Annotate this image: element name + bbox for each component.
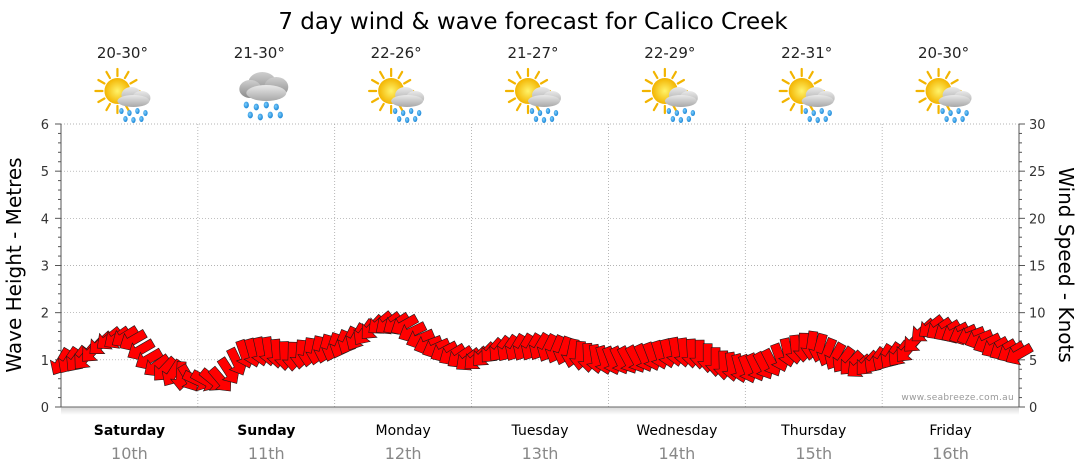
weather-icons [94, 67, 972, 123]
right-tick-label: 0 [1029, 401, 1037, 416]
day-name-label: Friday [929, 423, 971, 439]
partly-cloudy-showers-icon [504, 67, 561, 123]
temperature-labels: 20-30° 21-30° 22-26° 21-27° 22-29° 22-31° 20-3… [97, 44, 969, 62]
right-tick-label: 10 [1029, 307, 1046, 322]
watermark: www.seabreeze.com.au [901, 393, 1014, 403]
right-y-axis: 0 5 10 15 20 25 30 [1018, 118, 1046, 416]
temperature-range-label: 22-29° [644, 44, 695, 62]
left-tick-label: 5 [41, 165, 49, 180]
partly-cloudy-showers-icon [778, 67, 835, 123]
left-tick-label: 4 [41, 212, 49, 227]
temperature-range-label: 21-30° [234, 44, 285, 62]
temperature-range-label: 20-30° [918, 44, 969, 62]
partly-cloudy-showers-icon [915, 67, 972, 123]
right-tick-label: 20 [1029, 212, 1046, 227]
right-tick-label: 25 [1029, 165, 1046, 180]
day-date-label: 14th [658, 444, 695, 463]
day-date-label: 10th [111, 444, 148, 463]
chart-title: 7 day wind & wave forecast for Calico Cr… [278, 9, 788, 35]
day-name-label: Saturday [94, 423, 165, 439]
left-tick-label: 1 [41, 354, 49, 369]
right-tick-label: 30 [1029, 118, 1046, 133]
temperature-range-label: 22-31° [781, 44, 832, 62]
wind-arrow [1005, 342, 1034, 366]
right-axis-label: Wind Speed - Knots [1054, 167, 1078, 363]
left-y-axis: 0 1 2 3 4 5 6 [41, 118, 62, 416]
day-date-label: 13th [522, 444, 559, 463]
day-name-label: Thursday [780, 423, 846, 439]
partly-cloudy-showers-icon [368, 67, 425, 123]
left-tick-label: 6 [41, 118, 49, 133]
day-name-label: Monday [376, 423, 431, 439]
right-tick-label: 15 [1029, 260, 1046, 275]
left-tick-label: 2 [41, 307, 49, 322]
day-name-label: Wednesday [636, 423, 717, 439]
temperature-range-label: 21-27° [507, 44, 558, 62]
temperature-range-label: 22-26° [371, 44, 422, 62]
left-axis-label: Wave Height - Metres [2, 157, 26, 372]
day-date-label: 12th [385, 444, 422, 463]
temperature-range-label: 20-30° [97, 44, 148, 62]
day-date-label: 16th [932, 444, 969, 463]
day-date-label: 11th [248, 444, 285, 463]
day-name-label: Sunday [237, 423, 295, 439]
left-tick-label: 0 [41, 401, 49, 416]
rain-cloud-icon [239, 72, 289, 121]
wind-arrow-series [49, 310, 1034, 392]
day-date-label: 15th [795, 444, 832, 463]
partly-cloudy-showers-icon [94, 67, 151, 123]
partly-cloudy-showers-icon [641, 67, 698, 123]
day-labels: Saturday 10th Sunday 11th Monday 12th Tuesday 1… [94, 423, 972, 463]
left-tick-label: 3 [41, 260, 49, 275]
plot-floor-shadow [61, 407, 1019, 415]
right-tick-label: 5 [1029, 354, 1037, 369]
day-name-label: Tuesday [511, 423, 569, 439]
